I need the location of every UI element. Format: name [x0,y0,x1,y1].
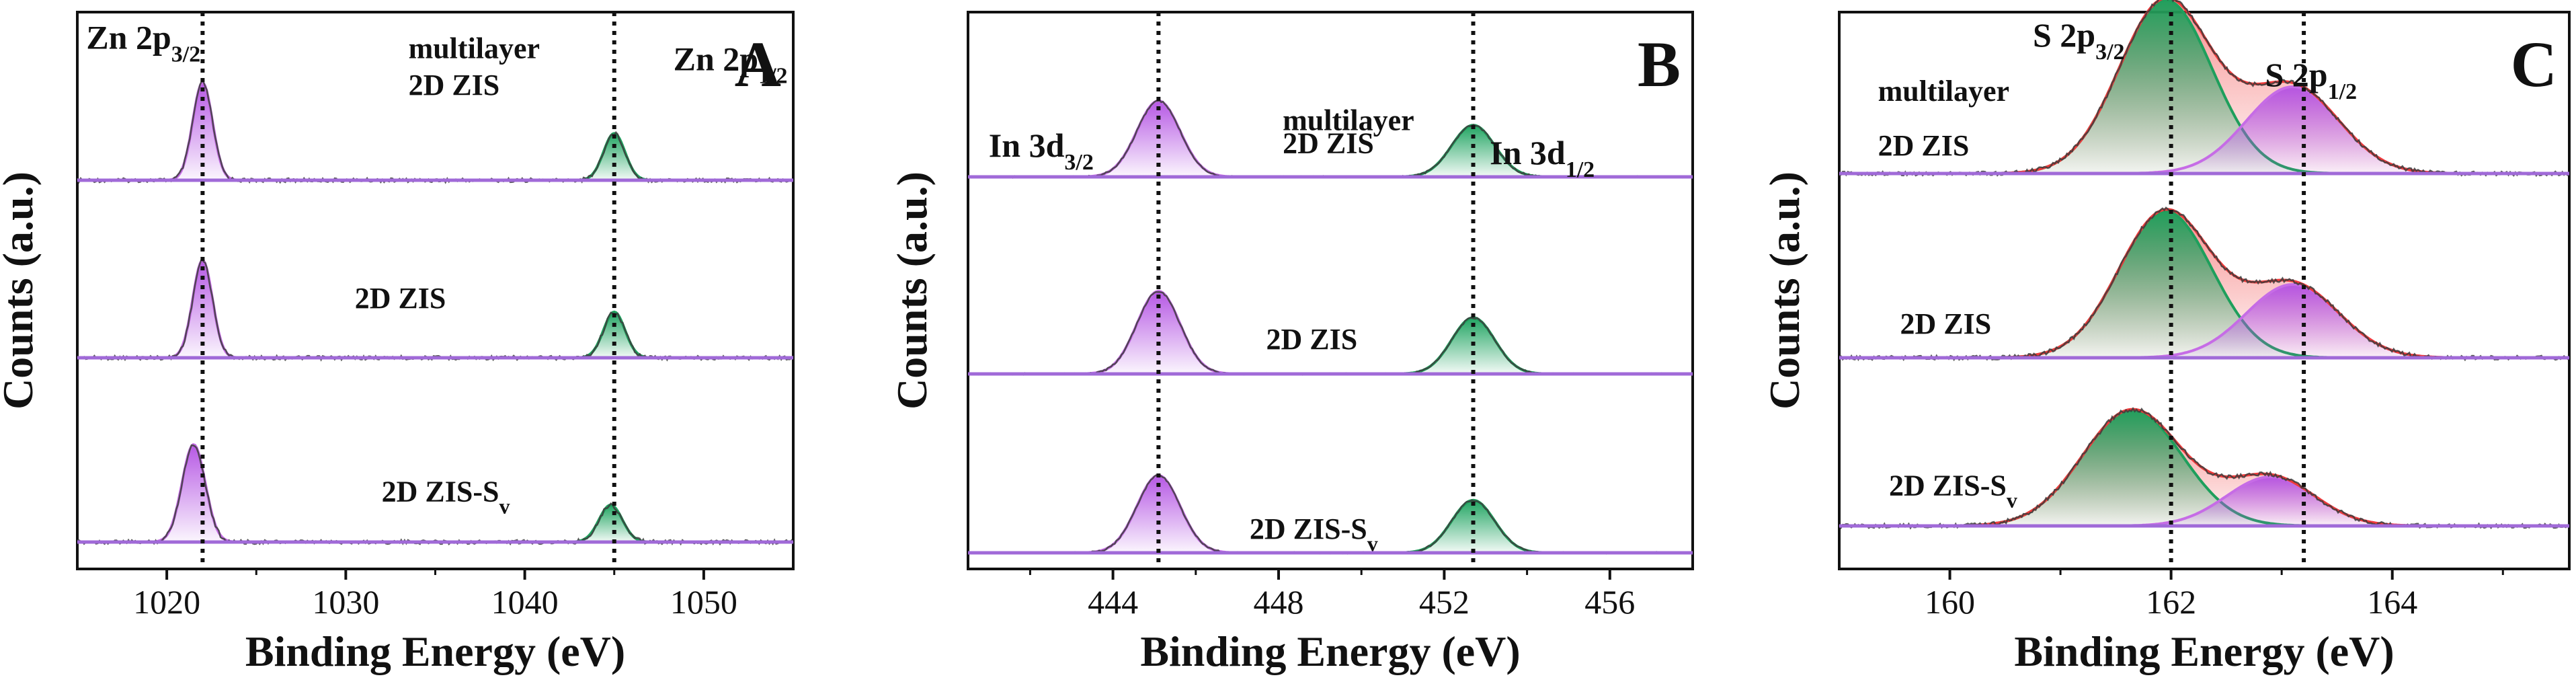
x-tick-label: 456 [1584,583,1635,621]
series-label: 2D ZIS [1283,127,1374,160]
panel-B: 444 448 452 456 Binding Energy (eV) Counts (a… [888,11,1694,675]
series-3 [1838,407,2570,530]
series-label: 2D ZIS-Sv [382,475,510,518]
y-axis-label: Counts (a.u.) [0,171,42,410]
y-axis-label: Counts (a.u.) [1761,171,1808,410]
x-tick-label: 1020 [133,583,200,621]
series-label: multilayer [1283,104,1414,137]
x-tick-label: 1040 [491,583,559,621]
series-label: 2D ZIS [355,282,446,315]
plot-frame [967,11,1694,570]
plot-frame [1838,11,2571,570]
peak-fill-purple [968,475,1693,553]
series-label: multilayer [1878,75,2010,108]
peak-label: S 2p3/2 [2033,16,2125,65]
series-label: 2D ZIS [1266,323,1358,356]
peak-fill-purple [968,291,1693,374]
x-tick-label: 1030 [312,583,379,621]
peak-fill-purple [1839,477,2569,526]
series-2 [967,290,1693,376]
series-1 [967,100,1693,179]
x-tick-label: 164 [2367,583,2417,621]
panel-C: 160 162 164 Binding Energy (eV) Counts (a.u.… [1761,0,2571,675]
x-tick-label: 160 [1925,583,1975,621]
panel-label: C [2511,28,2557,100]
x-axis-label: Binding Energy (eV) [2014,627,2394,675]
series-label: 2D ZIS-Sv [1250,512,1378,555]
series-3 [967,473,1693,555]
peak-fill-green [1839,0,2569,174]
x-axis-label: Binding Energy (eV) [1140,627,1520,675]
x-tick-label: 444 [1088,583,1138,621]
peak-label: In 3d3/2 [989,126,1094,175]
series-label: 2D ZIS [1900,307,1992,340]
series-label: 2D ZIS [409,69,500,102]
peak-fill-green [1839,211,2569,358]
series-label: 2D ZIS-Sv [1889,469,2017,512]
x-tick-label: 452 [1419,583,1470,621]
peak-fill-green [1839,410,2569,526]
panel-A: 1020 1030 1040 1050 Binding Energy (eV) Count… [0,11,795,675]
panel-label: B [1638,28,1681,100]
peak-fill-purple [968,101,1693,177]
y-axis-label: Counts (a.u.) [888,171,936,410]
series-label: multilayer [409,32,540,65]
panel-label: A [735,28,781,100]
series-2 [1839,206,2570,362]
peak-label: Zn 2p3/2 [86,18,200,67]
x-tick-label: 162 [2146,583,2196,621]
x-tick-label: 448 [1254,583,1304,621]
x-tick-label: 1050 [670,583,737,621]
series-1 [1839,0,2570,178]
x-axis-label: Binding Energy (eV) [245,627,625,675]
series-label: 2D ZIS [1878,129,1970,162]
